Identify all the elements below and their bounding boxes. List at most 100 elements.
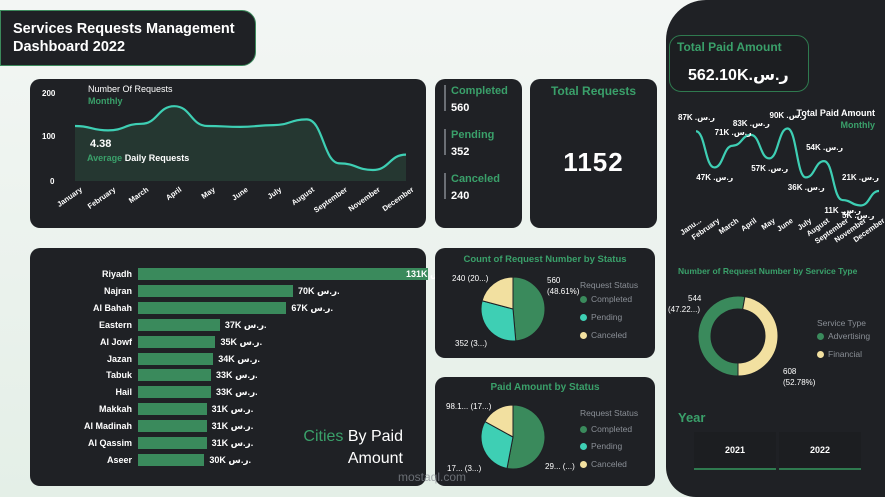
city-row[interactable]: Tabuk 33K ر.س. — [30, 369, 430, 382]
point-label: 71K .ر.س — [714, 127, 752, 137]
city-value: 34K ر.س. — [218, 353, 260, 364]
city-bar[interactable] — [138, 268, 428, 280]
city-bar[interactable] — [138, 453, 205, 466]
status-divider — [444, 173, 446, 199]
dashboard-title: Services Requests Management Dashboard 2… — [0, 10, 256, 66]
legend-pending[interactable]: Pending — [580, 312, 622, 322]
city-bar[interactable] — [138, 335, 216, 348]
total-paid-value: 562.10K.ر.س — [688, 67, 789, 84]
status-canceled: Canceled 240 — [451, 173, 500, 202]
city-name: Al Qassim — [87, 438, 132, 448]
city-bar[interactable] — [138, 386, 212, 399]
paid-status-pie — [480, 404, 546, 470]
pie-slice[interactable] — [480, 420, 514, 470]
city-bar[interactable] — [138, 318, 220, 331]
city-row[interactable]: Hail 33K ر.س. — [30, 386, 430, 399]
point-label: 21K .ر.س — [842, 172, 879, 182]
paid-line — [695, 127, 880, 207]
title-line-1: Services Requests Management — [13, 21, 235, 37]
city-row[interactable]: Eastern 37K ر.س. — [30, 318, 430, 332]
pie-slice[interactable] — [737, 296, 779, 377]
city-row[interactable]: Al Qassim 31K ر.س. — [30, 437, 430, 450]
city-name: Jazan — [106, 353, 132, 364]
city-value: 67K ر.س. — [291, 302, 333, 313]
city-bar[interactable] — [138, 437, 207, 449]
pie-label-completed: 560 — [547, 276, 561, 285]
city-name: Tabuk — [106, 370, 132, 381]
city-row[interactable]: Al Bahah 67K ر.س. — [30, 301, 430, 315]
point-label: 83K .ر.س — [732, 118, 770, 128]
year-option-2022[interactable]: 2022 — [779, 432, 861, 470]
requests-area — [75, 106, 406, 181]
status-completed-label: Completed — [451, 85, 508, 97]
donut-label-financial-pct: (47.22...) — [668, 305, 701, 314]
year-option-2021[interactable]: 2021 — [694, 432, 776, 470]
donut-label-financial: 544 — [688, 294, 702, 303]
paid-monthly-line-chart — [695, 127, 880, 207]
avg-label-white: Daily Requests — [122, 153, 190, 163]
city-value: 31K ر.س. — [211, 404, 254, 415]
legend-canceled[interactable]: Canceled — [580, 459, 627, 469]
city-bar[interactable] — [138, 352, 214, 365]
point-label: 36K .ر.س — [787, 183, 825, 193]
city-bar[interactable] — [138, 420, 207, 433]
city-name: Aseer — [106, 454, 132, 465]
service-type-title: Number of Request Number by Service Type — [678, 266, 858, 276]
point-label: 87K .ر.س — [678, 113, 715, 123]
donut-label-advertising: 608 — [783, 367, 797, 376]
city-value: 30K ر.س. — [209, 454, 252, 465]
requests-line — [74, 105, 407, 172]
pie-slice[interactable] — [480, 300, 517, 342]
city-bar[interactable] — [138, 284, 293, 297]
city-row[interactable]: Aseer 30K ر.س. — [30, 453, 430, 467]
pie2-label-bottom-right: 29... (...) — [545, 462, 575, 471]
total-requests-value: 1152 — [563, 147, 624, 177]
legend-pending[interactable]: Pending — [580, 441, 622, 451]
donut-label-advertising-pct: (52.78%) — [783, 378, 816, 387]
status-pending: Pending 352 — [451, 129, 494, 158]
city-row[interactable]: Makkah 31K ر.س. — [30, 403, 430, 416]
legend-canceled[interactable]: Canceled — [580, 330, 627, 340]
point-label: 11K .ر.س — [824, 206, 861, 216]
city-value: 35K ر.س. — [220, 336, 263, 347]
pie-slice[interactable] — [481, 276, 514, 310]
requests-chart-subtitle: Monthly — [88, 96, 123, 106]
pie2-label-bottom-left: 17... (3...) — [447, 464, 482, 473]
city-bar[interactable] — [138, 369, 212, 382]
pie-slice[interactable] — [506, 404, 546, 470]
pie-slice[interactable] — [512, 276, 546, 342]
city-row[interactable]: Al Jowf 35K ر.س. — [30, 335, 430, 349]
legend-title: Request Status — [580, 408, 639, 418]
city-row[interactable]: Jazan 34K ر.س. — [30, 352, 430, 366]
legend-completed[interactable]: Completed — [580, 424, 632, 434]
service-type-donut — [697, 295, 779, 377]
cities-title: Cities By Paid Amount — [287, 426, 403, 470]
pie-slice[interactable] — [697, 295, 746, 377]
count-status-pie — [480, 276, 546, 342]
status-canceled-value: 240 — [451, 190, 470, 202]
avg-label-green: Average — [87, 153, 123, 163]
legend-financial[interactable]: Financial — [817, 349, 862, 359]
y-tick: 200 — [42, 89, 56, 98]
pie-slice[interactable] — [484, 404, 514, 438]
total-requests-label: Total Requests — [550, 84, 637, 98]
cities-title-white: By Paid — [343, 428, 403, 445]
city-row[interactable]: Najran 70K ر.س. — [30, 284, 430, 298]
city-value: 31K ر.س. — [211, 438, 254, 448]
city-row[interactable]: Al Madinah 31K ر.س. — [30, 420, 430, 433]
legend-financial-label: Financial — [828, 349, 863, 359]
legend-completed[interactable]: Completed — [580, 294, 632, 304]
legend-advertising[interactable]: Advertising — [817, 331, 870, 341]
legend-canceled-label: Canceled — [591, 330, 627, 340]
status-divider — [444, 129, 446, 155]
requests-monthly-panel: 200 100 0 Number Of Requests Monthly 4.3… — [30, 79, 426, 228]
city-bar[interactable] — [138, 403, 207, 416]
legend-completed-label: Completed — [591, 424, 633, 434]
total-requests-card: Total Requests 1152 — [530, 79, 657, 228]
total-paid-card: Total Paid Amount 562.10K.ر.س — [669, 35, 809, 92]
status-completed-value: 560 — [451, 102, 470, 114]
paid-status-title: Paid Amount by Status — [490, 382, 600, 393]
city-bar[interactable] — [138, 301, 287, 314]
